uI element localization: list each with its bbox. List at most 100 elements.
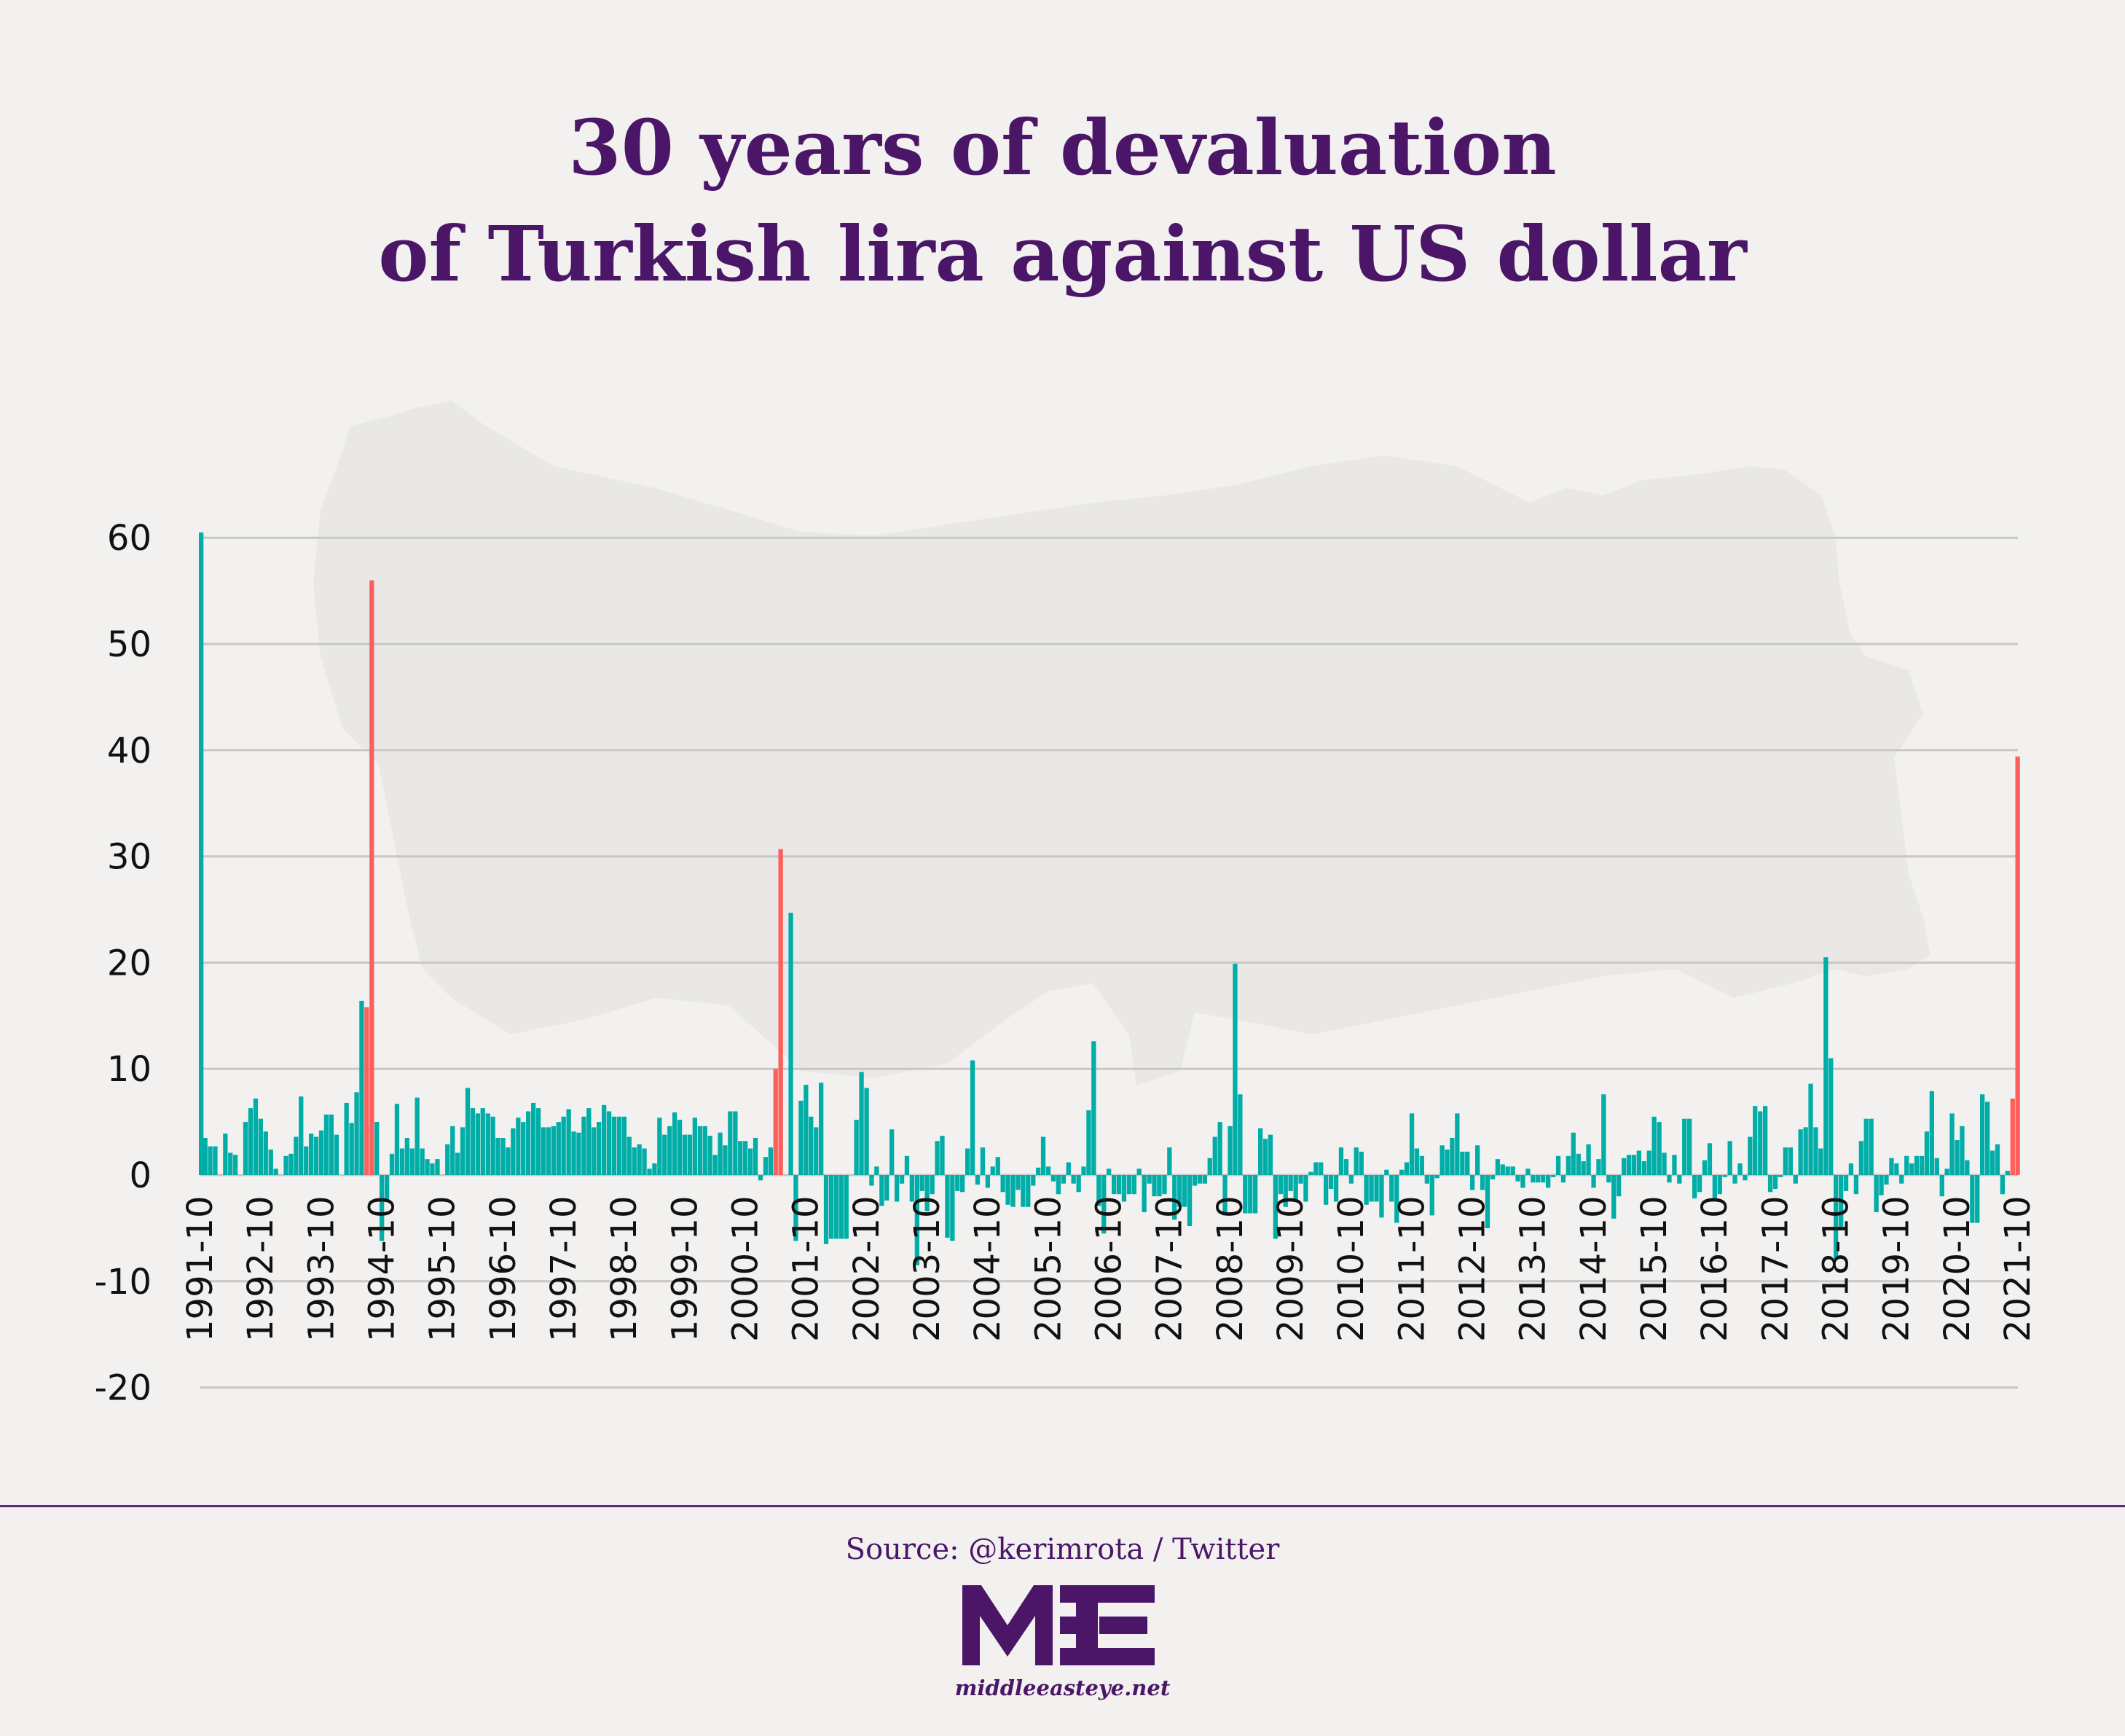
x-tick-label: 1992-10 [240,1195,281,1342]
bar [1026,1175,1031,1207]
y-tick-label: 0 [129,1155,152,1196]
x-tick-label: 2014-10 [1574,1195,1614,1342]
y-tick-label: 30 [107,837,152,878]
bar [970,1060,975,1175]
bar [1934,1158,1939,1175]
bar [1495,1159,1500,1175]
bar [1591,1175,1596,1188]
bar [1021,1175,1026,1207]
bar [1990,1150,1995,1175]
x-tick-label: 1991-10 [180,1195,221,1342]
bar [1919,1155,1925,1175]
bar [228,1152,233,1175]
bar [430,1163,435,1175]
x-tick-label: 2017-10 [1755,1195,1796,1342]
bar [1626,1155,1632,1175]
bar [1470,1175,1475,1190]
bar [1096,1175,1101,1206]
bar [1707,1143,1713,1175]
bar [626,1136,632,1175]
bar [1596,1159,1601,1175]
bar [1217,1122,1222,1175]
x-tick-label: 2015-10 [1634,1195,1675,1342]
bar [203,1138,208,1175]
x-tick-label: 1994-10 [362,1195,403,1342]
bar-chart: 60 50 40 30 20 10 0 -10 -20 1991-10 1992-10 1993-1… [94,518,2038,1409]
bar [1081,1166,1086,1175]
bar [526,1111,531,1175]
bar [1682,1118,1687,1175]
bar [450,1126,455,1175]
bar [566,1109,571,1175]
bar-highlighted [369,580,374,1175]
x-tick-label: 1997-10 [543,1195,584,1342]
bar [869,1175,874,1186]
bars [199,532,2020,1265]
bar [1843,1175,1849,1191]
bar [263,1131,268,1175]
bar [1848,1163,1854,1175]
bar [1262,1139,1268,1175]
bar [1121,1175,1127,1202]
x-tick-label: 2004-10 [967,1195,1008,1342]
bar [1500,1164,1505,1175]
bar [1369,1175,1374,1202]
bar [304,1146,309,1175]
bar [455,1152,460,1175]
bar [490,1116,495,1175]
bar [1712,1175,1717,1200]
bar [1409,1113,1415,1175]
bar [1651,1116,1657,1175]
bar [1813,1127,1818,1175]
x-tick-label: 2012-10 [1453,1195,1493,1342]
bar [1894,1163,1899,1175]
bar [1126,1175,1132,1195]
x-tick-label: 2001-10 [786,1195,827,1342]
bar [248,1108,254,1175]
bar [344,1102,349,1175]
bar [753,1138,758,1175]
bar [1863,1118,1869,1175]
x-tick-label: 2021-10 [1998,1195,2038,1342]
bar [1343,1159,1349,1175]
bar [1753,1106,1758,1175]
bar [1606,1175,1611,1183]
bar [1112,1175,1117,1195]
bar [1394,1175,1399,1223]
bar [1778,1175,1783,1177]
bar [2005,1171,2010,1175]
bar [809,1116,814,1175]
bar [380,1175,385,1241]
bar [728,1111,733,1175]
bar [606,1111,612,1175]
bar [1520,1175,1525,1188]
bar [1884,1175,1889,1185]
bar [1465,1151,1470,1175]
bar [788,912,793,1175]
bar [1379,1175,1384,1218]
bar [1031,1175,1036,1186]
bar-highlighted [2015,756,2020,1175]
bar-highlighted [773,1069,778,1175]
bar [1955,1139,1960,1175]
bar [864,1088,869,1175]
bar [990,1166,995,1175]
bar [985,1175,990,1188]
bar [208,1146,213,1175]
bar [1808,1083,1813,1175]
bar [884,1175,889,1201]
x-tick-label: 2000-10 [726,1195,766,1342]
bar [712,1155,718,1175]
bar [283,1155,288,1175]
bar [924,1175,930,1211]
bar [1732,1175,1737,1184]
bar [1737,1163,1743,1175]
bar [1672,1155,1677,1175]
bar [950,1175,955,1241]
bar [334,1134,339,1175]
bar [899,1175,905,1184]
bar [652,1163,657,1175]
bar [1233,963,1238,1175]
bar [1107,1169,1112,1175]
bar [1212,1136,1217,1175]
